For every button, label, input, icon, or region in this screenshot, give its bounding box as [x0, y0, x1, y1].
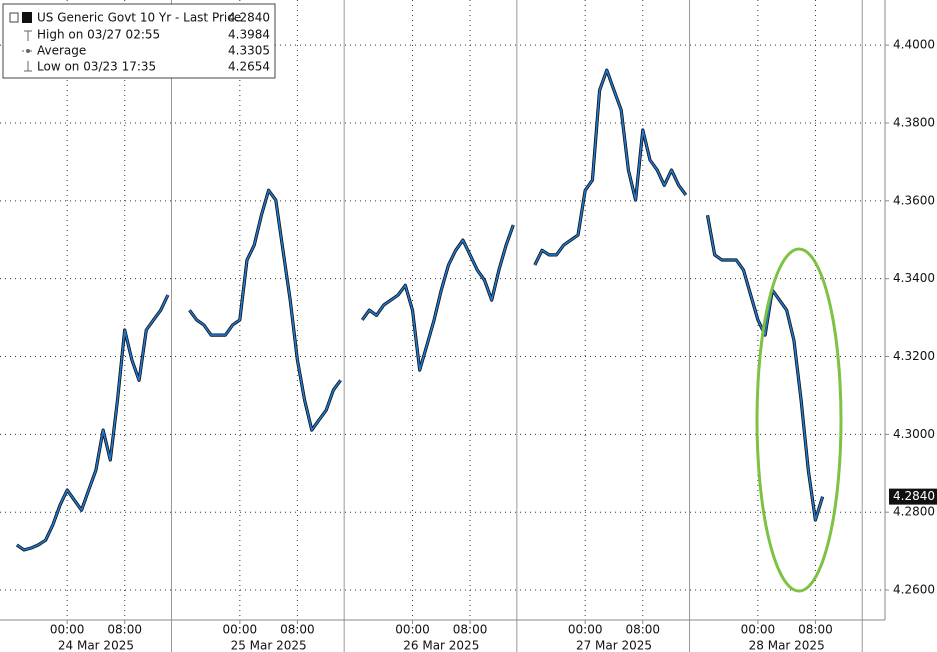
y-tick-label: 4.2800 [893, 505, 935, 519]
price-line-shadow [15, 68, 825, 552]
legend-icon [9, 12, 19, 23]
x-tick-label: 08:00 [107, 623, 142, 637]
legend-icon [22, 12, 32, 23]
x-tick-label: 00:00 [741, 623, 776, 637]
y-tick-label: 4.3400 [893, 271, 935, 285]
legend-label: Average [37, 44, 86, 58]
legend-value: 4.2654 [228, 60, 270, 74]
legend-value: 4.3984 [228, 28, 270, 42]
y-tick-label: 4.2600 [893, 583, 935, 597]
y-tick-label: 4.3000 [893, 427, 935, 441]
legend-box [2, 3, 276, 79]
x-day-label: 28 Mar 2025 [749, 639, 825, 652]
x-tick-label: 08:00 [798, 623, 833, 637]
y-tick-label: 4.4000 [893, 38, 935, 52]
x-tick-label: 08:00 [625, 623, 660, 637]
y-tick-label: 4.3200 [893, 349, 935, 363]
legend-label: High on 03/27 02:55 [37, 28, 160, 42]
legend-icon [24, 61, 32, 72]
legend-value: 4.2840 [228, 11, 270, 25]
legend-series: US Generic Govt 10 Yr - Last Price [37, 11, 241, 25]
x-tick-label: 00:00 [568, 623, 603, 637]
grid [0, 0, 885, 652]
y-tick-label: 4.3800 [893, 115, 935, 129]
x-day-label: 27 Mar 2025 [576, 639, 652, 652]
last-price-box [889, 488, 937, 505]
legend-icon [26, 49, 30, 53]
x-tick-label: 00:00 [223, 623, 258, 637]
highlight-ellipse [755, 247, 843, 593]
x-tick-label: 00:00 [395, 623, 430, 637]
x-tick-label: 08:00 [453, 623, 488, 637]
legend-label: Low on 03/23 17:35 [37, 60, 156, 74]
y-tick-label: 4.3600 [893, 193, 935, 207]
x-tick-label: 08:00 [280, 623, 315, 637]
price-line [16, 69, 824, 551]
legend-icon [24, 30, 32, 41]
axes: 4.2600 4.2800 4.3000 4.3200 4.3400 4.3600 4.38… [50, 38, 937, 652]
x-day-label: 26 Mar 2025 [403, 639, 479, 652]
x-day-label: 24 Mar 2025 [58, 639, 134, 652]
x-tick-label: 00:00 [50, 623, 85, 637]
legend: US Generic Govt 10 Yr - Last Price 4.284… [2, 3, 276, 79]
legend-value: 4.3305 [228, 44, 270, 58]
x-day-label: 25 Mar 2025 [231, 639, 307, 652]
plot [15, 68, 825, 552]
last-price-label: 4.2840 [893, 489, 935, 503]
